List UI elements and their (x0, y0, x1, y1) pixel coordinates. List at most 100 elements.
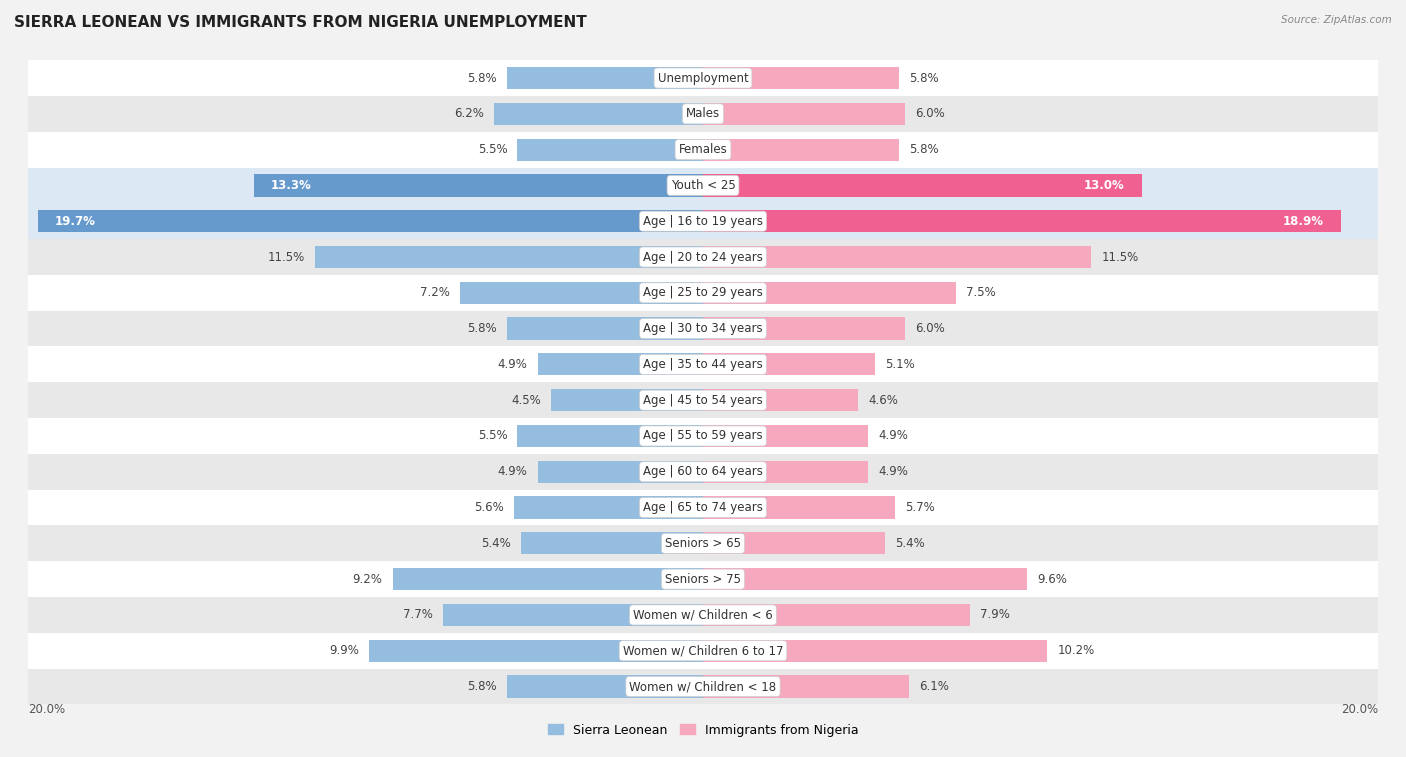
Bar (703, 282, 956, 304)
Text: 11.5%: 11.5% (267, 251, 305, 263)
Bar (508, 675, 703, 698)
Bar (494, 103, 703, 125)
Bar (703, 640, 1047, 662)
Bar (254, 174, 703, 197)
Bar (28, 454, 1378, 490)
Bar (703, 425, 869, 447)
Text: Unemployment: Unemployment (658, 72, 748, 85)
Bar (28, 597, 1378, 633)
Bar (443, 604, 703, 626)
Bar (703, 67, 898, 89)
Text: 5.8%: 5.8% (908, 143, 938, 156)
Bar (703, 103, 905, 125)
Bar (28, 525, 1378, 561)
Text: 9.9%: 9.9% (329, 644, 359, 657)
Text: Source: ZipAtlas.com: Source: ZipAtlas.com (1281, 15, 1392, 25)
Bar (460, 282, 703, 304)
Text: Age | 45 to 54 years: Age | 45 to 54 years (643, 394, 763, 407)
Text: Age | 55 to 59 years: Age | 55 to 59 years (643, 429, 763, 443)
Bar (315, 246, 703, 268)
Text: 6.2%: 6.2% (454, 107, 484, 120)
Text: 6.0%: 6.0% (915, 322, 945, 335)
Bar (703, 139, 898, 160)
Text: Age | 16 to 19 years: Age | 16 to 19 years (643, 215, 763, 228)
Text: Women w/ Children < 6: Women w/ Children < 6 (633, 609, 773, 621)
Text: 19.7%: 19.7% (55, 215, 96, 228)
Bar (28, 275, 1378, 310)
Bar (517, 139, 703, 160)
Text: 9.6%: 9.6% (1038, 572, 1067, 586)
Text: 5.7%: 5.7% (905, 501, 935, 514)
Bar (703, 461, 869, 483)
Text: Age | 65 to 74 years: Age | 65 to 74 years (643, 501, 763, 514)
Bar (28, 204, 1378, 239)
Legend: Sierra Leonean, Immigrants from Nigeria: Sierra Leonean, Immigrants from Nigeria (543, 718, 863, 742)
Text: Women w/ Children 6 to 17: Women w/ Children 6 to 17 (623, 644, 783, 657)
Bar (28, 310, 1378, 347)
Bar (28, 561, 1378, 597)
Text: Age | 25 to 29 years: Age | 25 to 29 years (643, 286, 763, 299)
Bar (28, 167, 1378, 204)
Text: 5.5%: 5.5% (478, 143, 508, 156)
Text: 7.5%: 7.5% (966, 286, 995, 299)
Bar (517, 425, 703, 447)
Bar (703, 174, 1142, 197)
Bar (515, 497, 703, 519)
Text: 13.3%: 13.3% (271, 179, 312, 192)
Text: 5.4%: 5.4% (896, 537, 925, 550)
Text: Age | 35 to 44 years: Age | 35 to 44 years (643, 358, 763, 371)
Text: 18.9%: 18.9% (1282, 215, 1324, 228)
Text: Age | 30 to 34 years: Age | 30 to 34 years (643, 322, 763, 335)
Text: 4.9%: 4.9% (879, 466, 908, 478)
Text: 4.5%: 4.5% (512, 394, 541, 407)
Text: 7.7%: 7.7% (404, 609, 433, 621)
Text: 5.5%: 5.5% (478, 429, 508, 443)
Bar (551, 389, 703, 411)
Text: Seniors > 75: Seniors > 75 (665, 572, 741, 586)
Bar (703, 354, 875, 375)
Bar (28, 132, 1378, 167)
Bar (28, 668, 1378, 705)
Text: 13.0%: 13.0% (1084, 179, 1125, 192)
Text: Women w/ Children < 18: Women w/ Children < 18 (630, 680, 776, 693)
Bar (703, 532, 886, 554)
Text: 9.2%: 9.2% (353, 572, 382, 586)
Text: Age | 60 to 64 years: Age | 60 to 64 years (643, 466, 763, 478)
Bar (537, 354, 703, 375)
Text: 4.9%: 4.9% (879, 429, 908, 443)
Text: Youth < 25: Youth < 25 (671, 179, 735, 192)
Text: 5.8%: 5.8% (468, 680, 498, 693)
Bar (392, 568, 703, 590)
Text: Age | 20 to 24 years: Age | 20 to 24 years (643, 251, 763, 263)
Text: 5.8%: 5.8% (908, 72, 938, 85)
Text: 5.4%: 5.4% (481, 537, 510, 550)
Text: 4.9%: 4.9% (498, 466, 527, 478)
Bar (520, 532, 703, 554)
Text: 20.0%: 20.0% (1341, 703, 1378, 716)
Bar (28, 633, 1378, 668)
Text: Females: Females (679, 143, 727, 156)
Bar (38, 210, 703, 232)
Bar (703, 389, 858, 411)
Text: SIERRA LEONEAN VS IMMIGRANTS FROM NIGERIA UNEMPLOYMENT: SIERRA LEONEAN VS IMMIGRANTS FROM NIGERI… (14, 15, 586, 30)
Text: 5.1%: 5.1% (886, 358, 915, 371)
Text: 5.6%: 5.6% (474, 501, 503, 514)
Bar (508, 317, 703, 340)
Bar (703, 568, 1026, 590)
Text: 4.9%: 4.9% (498, 358, 527, 371)
Text: 10.2%: 10.2% (1057, 644, 1094, 657)
Bar (28, 239, 1378, 275)
Bar (28, 490, 1378, 525)
Text: 20.0%: 20.0% (28, 703, 65, 716)
Bar (703, 604, 970, 626)
Bar (537, 461, 703, 483)
Text: Males: Males (686, 107, 720, 120)
Text: 7.9%: 7.9% (980, 609, 1010, 621)
Text: 7.2%: 7.2% (420, 286, 450, 299)
Text: 11.5%: 11.5% (1101, 251, 1139, 263)
Text: 6.0%: 6.0% (915, 107, 945, 120)
Text: 5.8%: 5.8% (468, 72, 498, 85)
Text: 5.8%: 5.8% (468, 322, 498, 335)
Bar (508, 67, 703, 89)
Bar (28, 347, 1378, 382)
